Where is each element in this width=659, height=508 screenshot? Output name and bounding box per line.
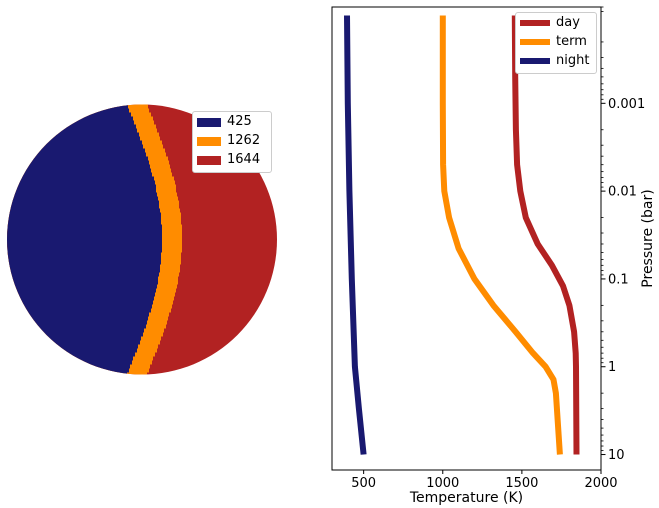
legend-label-3: 1644	[227, 152, 261, 167]
x-axis-label: Temperature (K)	[409, 490, 523, 506]
plot-area	[332, 7, 601, 470]
y-tick-label: 0.01	[608, 185, 637, 200]
planet-legend-item: 425	[197, 113, 252, 131]
y-tick-label: 0.1	[608, 272, 629, 287]
legend-label-day: day	[556, 15, 580, 30]
profile-legend-item: day	[520, 14, 580, 32]
series-line-term	[439, 15, 563, 455]
profile-legend-item: night	[520, 52, 589, 70]
x-tick-label: 1000	[426, 476, 459, 491]
legend-swatch-3	[197, 155, 221, 165]
plot-frame	[331, 6, 602, 471]
y-axis-label: Pressure (bar)	[640, 189, 656, 287]
legend-swatch-1	[197, 117, 221, 127]
legend-swatch-2	[197, 136, 221, 146]
x-tick-label: 500	[351, 476, 376, 491]
series-line-day	[511, 15, 580, 455]
legend-swatch-term	[520, 39, 550, 45]
y-tick-label: 0.001	[608, 97, 645, 112]
legend-label-1: 425	[227, 114, 252, 129]
legend-label-2: 1262	[227, 133, 261, 148]
legend-swatch-night	[520, 58, 550, 64]
legend-swatch-day	[520, 20, 550, 26]
y-tick-label: 1	[608, 360, 616, 375]
x-tick-label: 1500	[505, 476, 538, 491]
y-tick-label: 10	[608, 448, 625, 463]
profile-legend: day term night	[515, 12, 597, 74]
planet-legend-item: 1644	[197, 151, 260, 169]
planet-legend-item: 1262	[197, 132, 260, 150]
series-line-night	[344, 15, 367, 455]
profile-legend-item: term	[520, 33, 587, 51]
planet-legend: 425 1262 1644	[192, 111, 272, 173]
legend-label-night: night	[556, 53, 590, 68]
x-tick-label: 2000	[584, 476, 617, 491]
legend-label-term: term	[556, 34, 587, 49]
nightside-region	[7, 104, 162, 375]
